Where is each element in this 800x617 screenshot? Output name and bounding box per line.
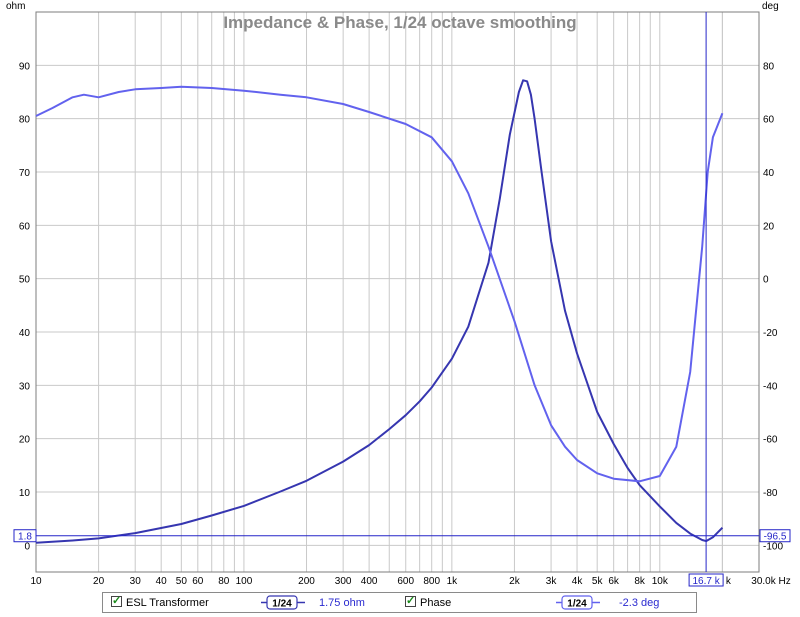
- x-tick-label: 80: [218, 576, 230, 587]
- y-axis-unit-label: ohm: [6, 1, 25, 12]
- series-line-esl-transformer: [35, 79, 724, 544]
- data-series: [35, 79, 724, 544]
- x-tick-label: 400: [361, 576, 378, 587]
- smoothing-button-esl[interactable]: 1/24: [261, 595, 305, 610]
- x-tick-label: 6k: [608, 576, 620, 587]
- y-tick-label: 90: [19, 61, 31, 72]
- y2-tick-label: -80: [763, 488, 778, 499]
- cursor-left-value: 1.8: [18, 532, 32, 543]
- y2-tick-label: 80: [763, 61, 775, 72]
- y2-tick-label: 40: [763, 168, 775, 179]
- y-tick-label: 0: [24, 541, 30, 552]
- x-tick-label: 300: [335, 576, 352, 587]
- tick-labels: 10 20 30 40 50 60 80 100 200 300 400 600 800 1k 2k 3k 4k…: [19, 61, 791, 587]
- x-tick-label: 20: [93, 576, 105, 587]
- y2-axis-unit-label: deg: [762, 1, 779, 12]
- cursor-left-value-box: [13, 529, 37, 543]
- x-tick-label: 4k: [572, 576, 584, 587]
- chart-title: Impedance & Phase, 1/24 octave smoothing: [223, 13, 576, 32]
- y-tick-label: 50: [19, 275, 31, 286]
- x-tick-label: 60: [192, 576, 204, 587]
- grid: [35, 12, 760, 572]
- legend-label-phase: Phase: [420, 597, 452, 609]
- cursor-right-value-box: [759, 529, 791, 543]
- series-line-phase: [35, 85, 724, 483]
- phase-checkbox[interactable]: [405, 594, 416, 607]
- cursor-x-value-box: [688, 573, 724, 587]
- x-tick-label: 40: [156, 576, 168, 587]
- cursor-right-value: -96.5: [764, 532, 787, 543]
- x-tick-label: 1k: [447, 576, 459, 587]
- y2-tick-label: 60: [763, 115, 775, 126]
- x-tick-label: 3k: [546, 576, 558, 587]
- x-tick-label: 30.0k Hz: [751, 576, 790, 587]
- x-tick-label: 600: [397, 576, 414, 587]
- y-tick-label: 30: [19, 381, 31, 392]
- x-tick-label: 30: [130, 576, 142, 587]
- x-tick-label: 5k: [592, 576, 604, 587]
- y2-tick-label: -60: [763, 435, 778, 446]
- y-tick-label: 60: [19, 221, 31, 232]
- y-tick-label: 10: [19, 488, 31, 499]
- x-tick-label: 800: [423, 576, 440, 587]
- y-tick-label: 40: [19, 328, 31, 339]
- x-tick-label: 2k: [509, 576, 521, 587]
- legend-value-esl-transformer: 1.75 ohm: [319, 597, 365, 609]
- x-tick-label: 10k: [652, 576, 669, 587]
- esl-transformer-checkbox[interactable]: [111, 594, 122, 607]
- cursor-x-value: 16.7 k: [692, 576, 720, 587]
- y-tick-label: 80: [19, 115, 31, 126]
- legend-label-esl-transformer: ESL Transformer: [126, 597, 209, 609]
- y2-tick-label: 20: [763, 221, 775, 232]
- cursor[interactable]: 1.8 -96.5 16.7 k: [13, 12, 791, 587]
- y2-tick-label: -100: [763, 541, 783, 552]
- impedance-phase-chart: Impedance & Phase, 1/24 octave smoothing…: [6, 1, 791, 587]
- smoothing-label-esl: 1/24: [272, 599, 292, 610]
- x-tick-label: k: [726, 576, 732, 587]
- x-tick-label: 10: [30, 576, 42, 587]
- legend-bar: ESL Transformer 1/24 1.75 ohm Phase 1/24…: [102, 592, 697, 613]
- smoothing-button-phase[interactable]: 1/24: [556, 595, 600, 610]
- x-tick-label: 8k: [634, 576, 646, 587]
- x-tick-label: 200: [298, 576, 315, 587]
- y-tick-label: 70: [19, 168, 31, 179]
- y2-tick-label: 0: [763, 275, 769, 286]
- x-tick-label: 100: [236, 576, 253, 587]
- y2-tick-label: -40: [763, 381, 778, 392]
- plot-border: [35, 11, 760, 573]
- plot-area: [36, 12, 759, 572]
- x-tick-label: 50: [176, 576, 188, 587]
- y-tick-label: 20: [19, 435, 31, 446]
- y2-tick-label: -20: [763, 328, 778, 339]
- legend-value-phase: -2.3 deg: [619, 597, 660, 609]
- smoothing-label-phase: 1/24: [567, 599, 587, 610]
